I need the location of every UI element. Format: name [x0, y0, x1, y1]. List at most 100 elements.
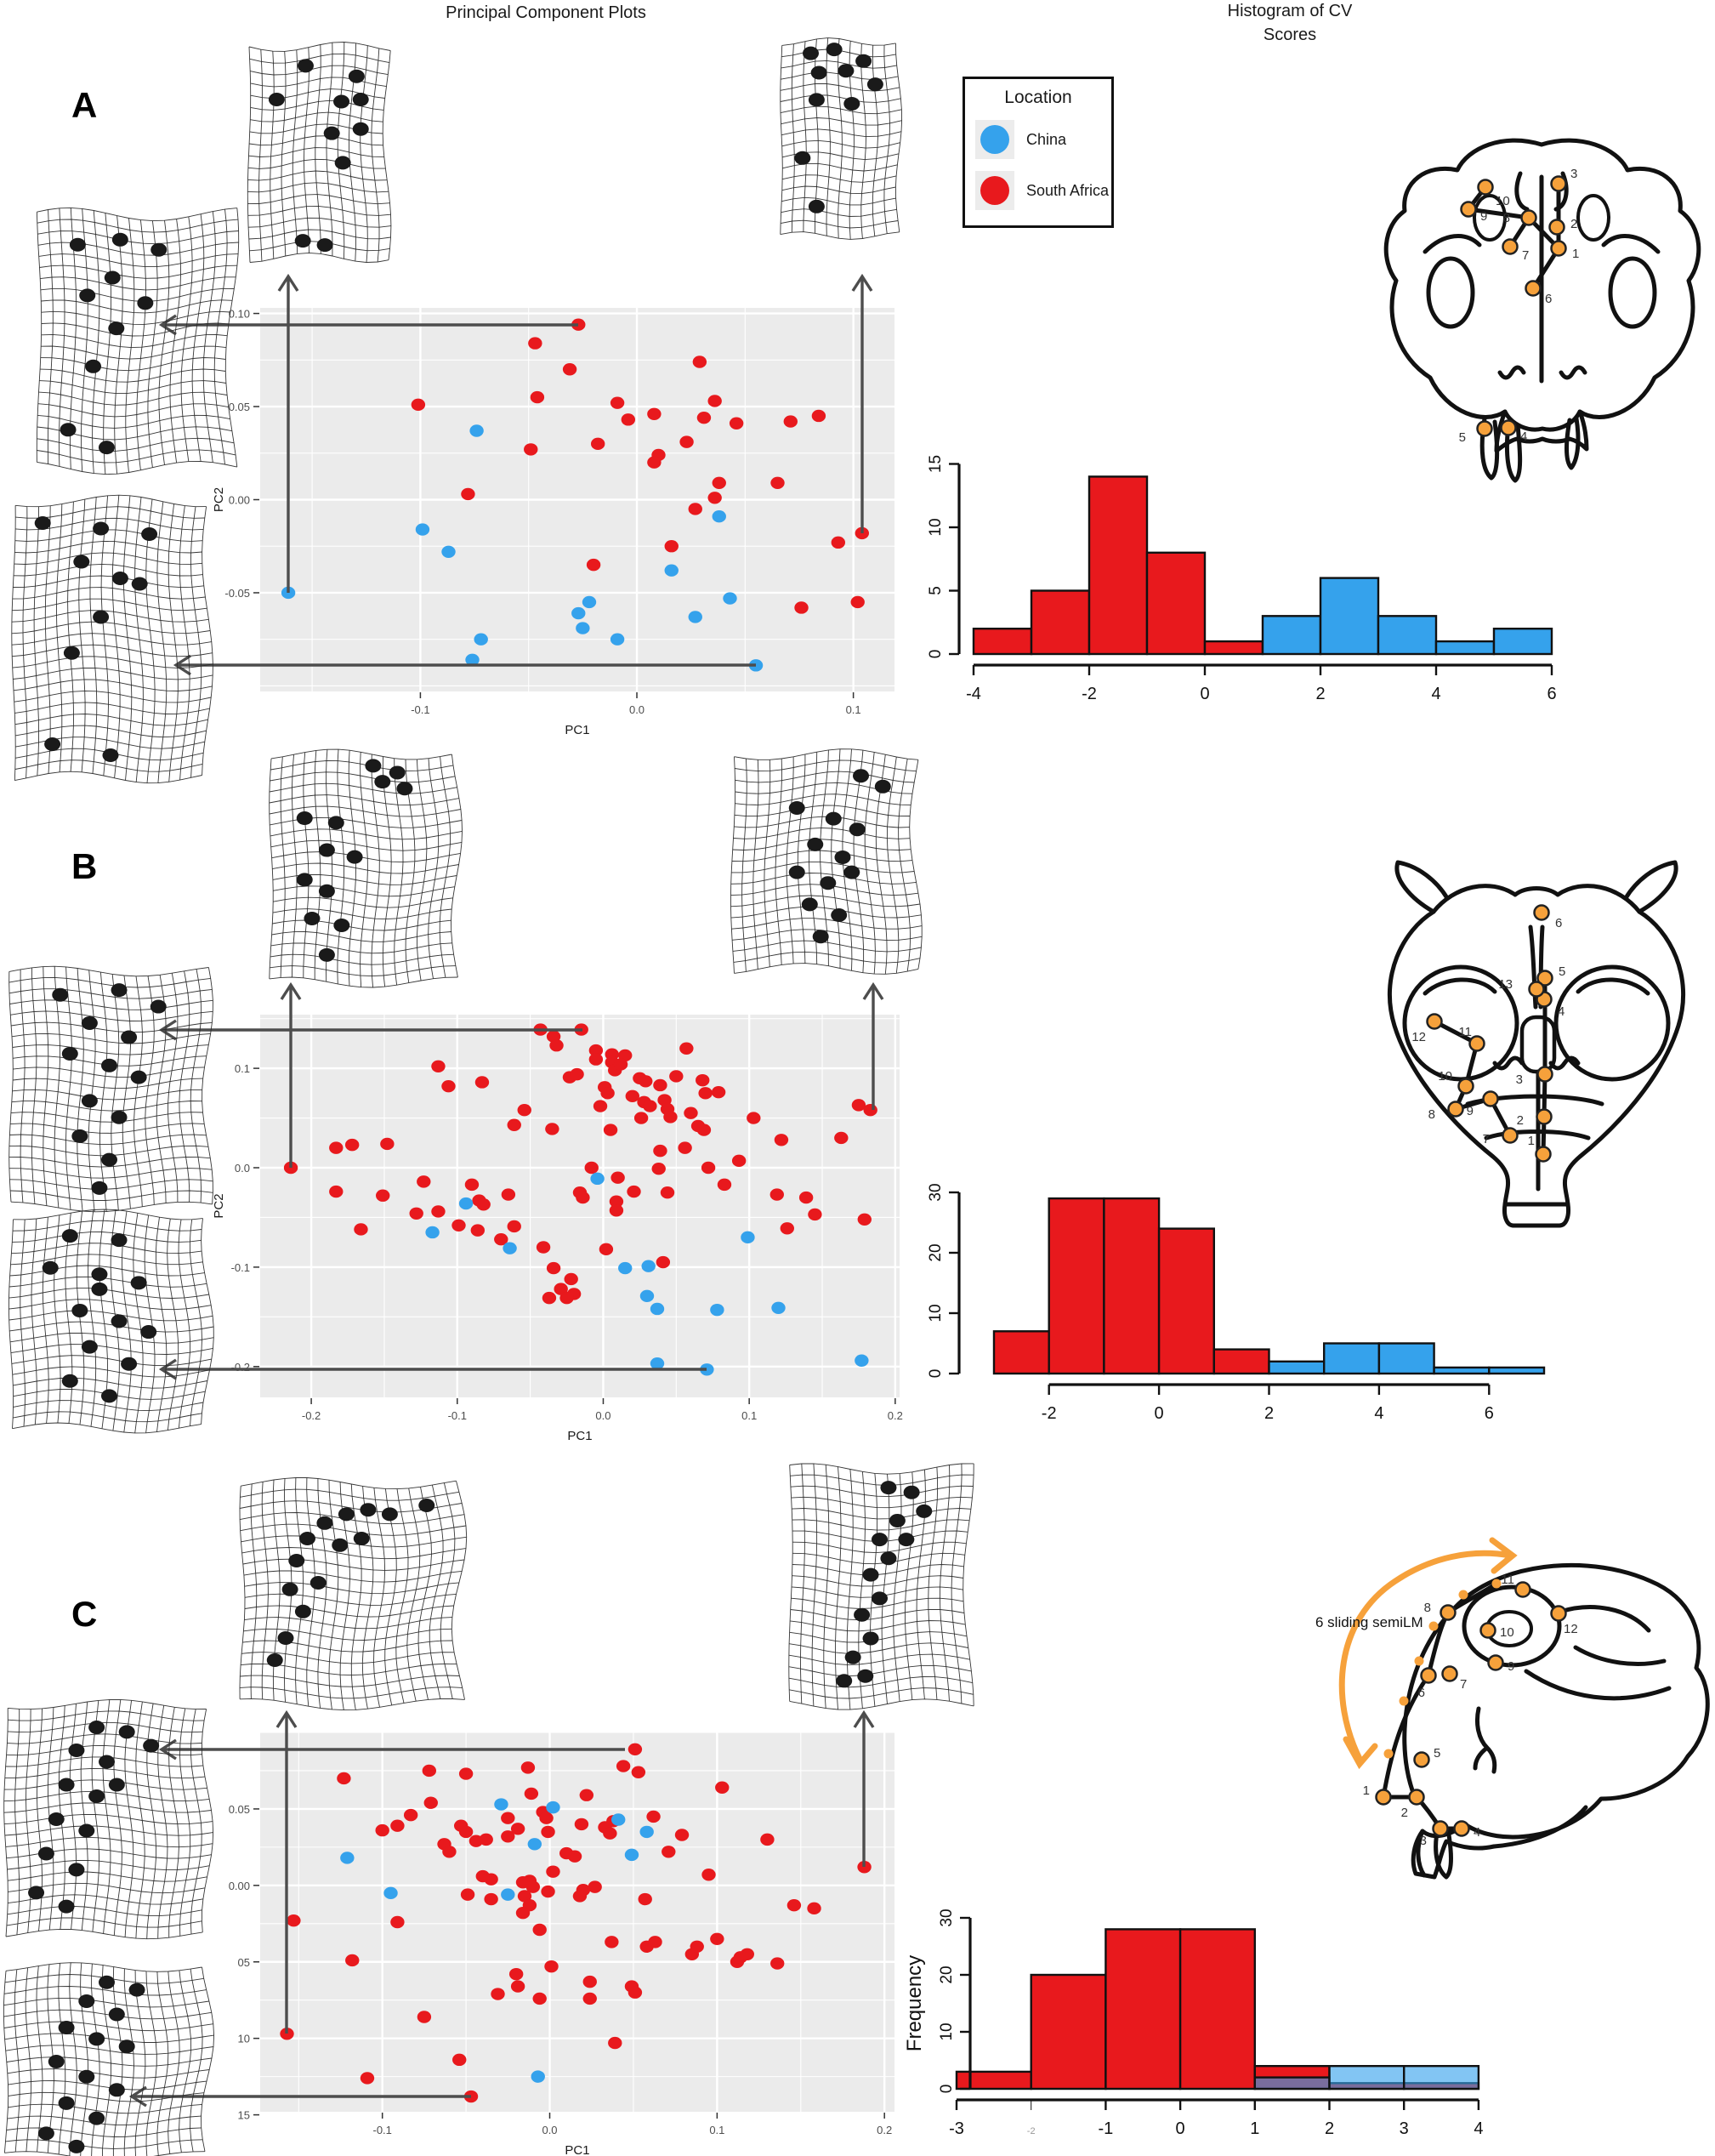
grid-line — [326, 43, 333, 257]
grid-line — [820, 749, 829, 966]
grid-landmark-dot — [318, 947, 335, 962]
data-point — [329, 1141, 344, 1154]
grid-line — [894, 43, 903, 232]
grid-landmark-dot — [834, 850, 851, 864]
data-point — [696, 1073, 710, 1087]
label-text: 2 — [1325, 2119, 1334, 2138]
grid-line — [8, 2091, 204, 2102]
label-text: PC1 — [565, 723, 589, 737]
data-point — [422, 1764, 437, 1778]
grid-landmark-dot — [93, 610, 110, 624]
landmark-number: 7 — [1483, 1132, 1490, 1146]
label-text: 0.0 — [629, 703, 645, 716]
grid-landmark-dot — [333, 94, 350, 109]
data-point — [605, 1936, 619, 1948]
data-point — [515, 1907, 531, 1920]
histogram-bar — [955, 2070, 1032, 2091]
grid-landmark-dot — [111, 572, 128, 585]
grid-line — [250, 65, 389, 76]
landmark-dot — [1460, 201, 1477, 218]
grid-line — [731, 850, 913, 862]
grid-line — [823, 1465, 830, 1709]
data-point — [517, 1104, 531, 1117]
panel-label-c: C — [71, 1594, 98, 1634]
grid-line — [790, 1608, 965, 1621]
data-point — [588, 1044, 604, 1057]
grid-line — [202, 211, 216, 463]
label-text: 0 — [938, 2085, 956, 2094]
label-text: 3 — [1400, 2119, 1409, 2138]
data-point — [475, 1869, 490, 1883]
grid-line — [6, 1848, 212, 1859]
data-point — [287, 1914, 301, 1927]
landmark-number: 1 — [1528, 1134, 1535, 1148]
skull-outline — [1479, 416, 1500, 481]
warp-grid-a-tl — [247, 42, 392, 263]
grid-line — [10, 1112, 203, 1123]
data-point — [698, 1087, 713, 1100]
grid-line — [7, 1905, 202, 1917]
grid-line — [272, 919, 451, 931]
skull-outline — [1473, 1706, 1497, 1774]
grid-line — [272, 908, 452, 920]
grid-line — [15, 725, 207, 738]
grid-line — [250, 111, 383, 122]
arrowhead-icon — [158, 1358, 177, 1380]
location-legend: Location China South Africa — [963, 77, 1114, 228]
grid-line — [100, 495, 109, 777]
grid-line — [4, 1779, 207, 1790]
skull-outline — [1383, 138, 1701, 432]
grid-landmark-dot — [108, 321, 125, 336]
landmark-dot — [1533, 904, 1550, 921]
label-text: -0.1 — [372, 2124, 391, 2136]
data-point — [760, 1833, 775, 1846]
data-point — [700, 1363, 714, 1376]
label-text: 0.0 — [542, 2124, 557, 2136]
grid-landmark-dot — [131, 577, 148, 591]
grid-landmark-dot — [807, 837, 824, 851]
grid-line — [243, 1628, 452, 1641]
data-point — [431, 1060, 446, 1072]
landmark-dot — [1487, 1654, 1504, 1671]
grid-line — [269, 782, 457, 794]
label-text: -0.05 — [224, 587, 250, 600]
grid-line — [781, 219, 899, 229]
data-point — [678, 1141, 692, 1154]
label-text: 0.0 — [595, 1409, 610, 1422]
data-point — [510, 1980, 525, 1993]
data-point — [403, 1808, 418, 1822]
grid-line — [9, 971, 14, 1203]
grid-line — [247, 46, 252, 263]
histogram-bar — [1212, 1348, 1270, 1375]
data-point — [701, 1161, 716, 1175]
grid-line — [732, 839, 911, 850]
data-point — [554, 1283, 568, 1295]
grid-line — [65, 966, 72, 1210]
grid-line — [291, 754, 298, 978]
grid-line — [792, 1575, 963, 1587]
arrowhead-icon — [277, 273, 299, 292]
grid-landmark-dot — [281, 1582, 298, 1596]
data-point — [501, 1188, 516, 1201]
grid-landmark-dot — [150, 242, 168, 257]
grid-line — [271, 931, 451, 942]
grid-landmark-dot — [143, 1738, 160, 1753]
grid-line — [91, 1963, 100, 2156]
data-point — [656, 1255, 671, 1269]
grid-line — [270, 965, 456, 977]
data-point — [567, 1850, 582, 1863]
data-point — [621, 413, 636, 426]
grid-landmark-dot — [268, 93, 285, 106]
grid-landmark-dot — [862, 1567, 879, 1582]
grid-landmark-dot — [61, 1229, 78, 1243]
label-text: PC2 — [212, 487, 226, 512]
data-point — [669, 1070, 684, 1083]
grid-line — [249, 252, 389, 263]
grid-landmark-dot — [352, 122, 369, 136]
grid-landmark-dot — [338, 1507, 355, 1522]
grid-line — [7, 2068, 210, 2079]
grid-line — [860, 43, 866, 239]
